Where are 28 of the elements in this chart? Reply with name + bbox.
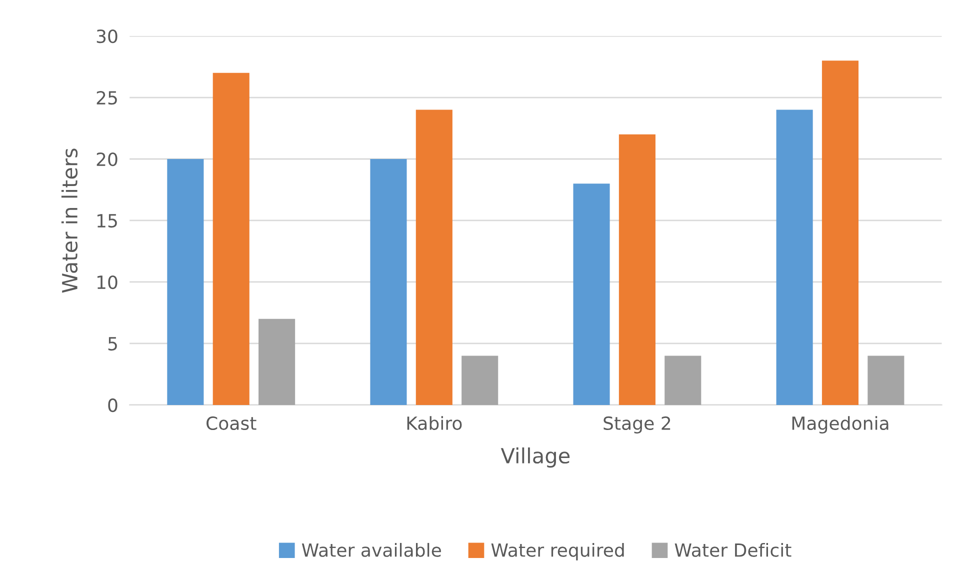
x-axis-title: Village: [500, 447, 570, 468]
y-tick-label: 20: [96, 152, 118, 166]
bar: [462, 356, 498, 405]
x-tick-label: Magedonia: [792, 416, 888, 434]
y-tick-label: 5: [108, 337, 117, 351]
y-tick-label: 10: [97, 275, 118, 290]
bar: [370, 159, 407, 405]
x-tick-label: Stage 2: [604, 416, 670, 434]
legend-label: Water required: [491, 542, 624, 560]
legend-label: Water Deficit: [674, 542, 792, 557]
bar: [573, 184, 610, 405]
bar: [167, 159, 204, 405]
bar: [212, 72, 250, 405]
y-tick-label: 0: [108, 398, 118, 412]
x-tick-label: Kabiro: [407, 416, 462, 430]
bar: [664, 356, 702, 405]
bar: [776, 110, 813, 405]
bar: [868, 356, 904, 405]
y-tick-label: 15: [97, 214, 117, 228]
bar: [416, 110, 452, 405]
y-tick-label: 25: [96, 90, 117, 105]
y-tick-label: 30: [96, 29, 118, 44]
legend-label: Water available: [302, 542, 441, 557]
bar: [258, 318, 296, 405]
bar: [618, 134, 656, 405]
x-tick-label: Coast: [206, 416, 256, 430]
y-axis-title: Water in liters: [61, 148, 78, 293]
bar: [822, 60, 859, 405]
